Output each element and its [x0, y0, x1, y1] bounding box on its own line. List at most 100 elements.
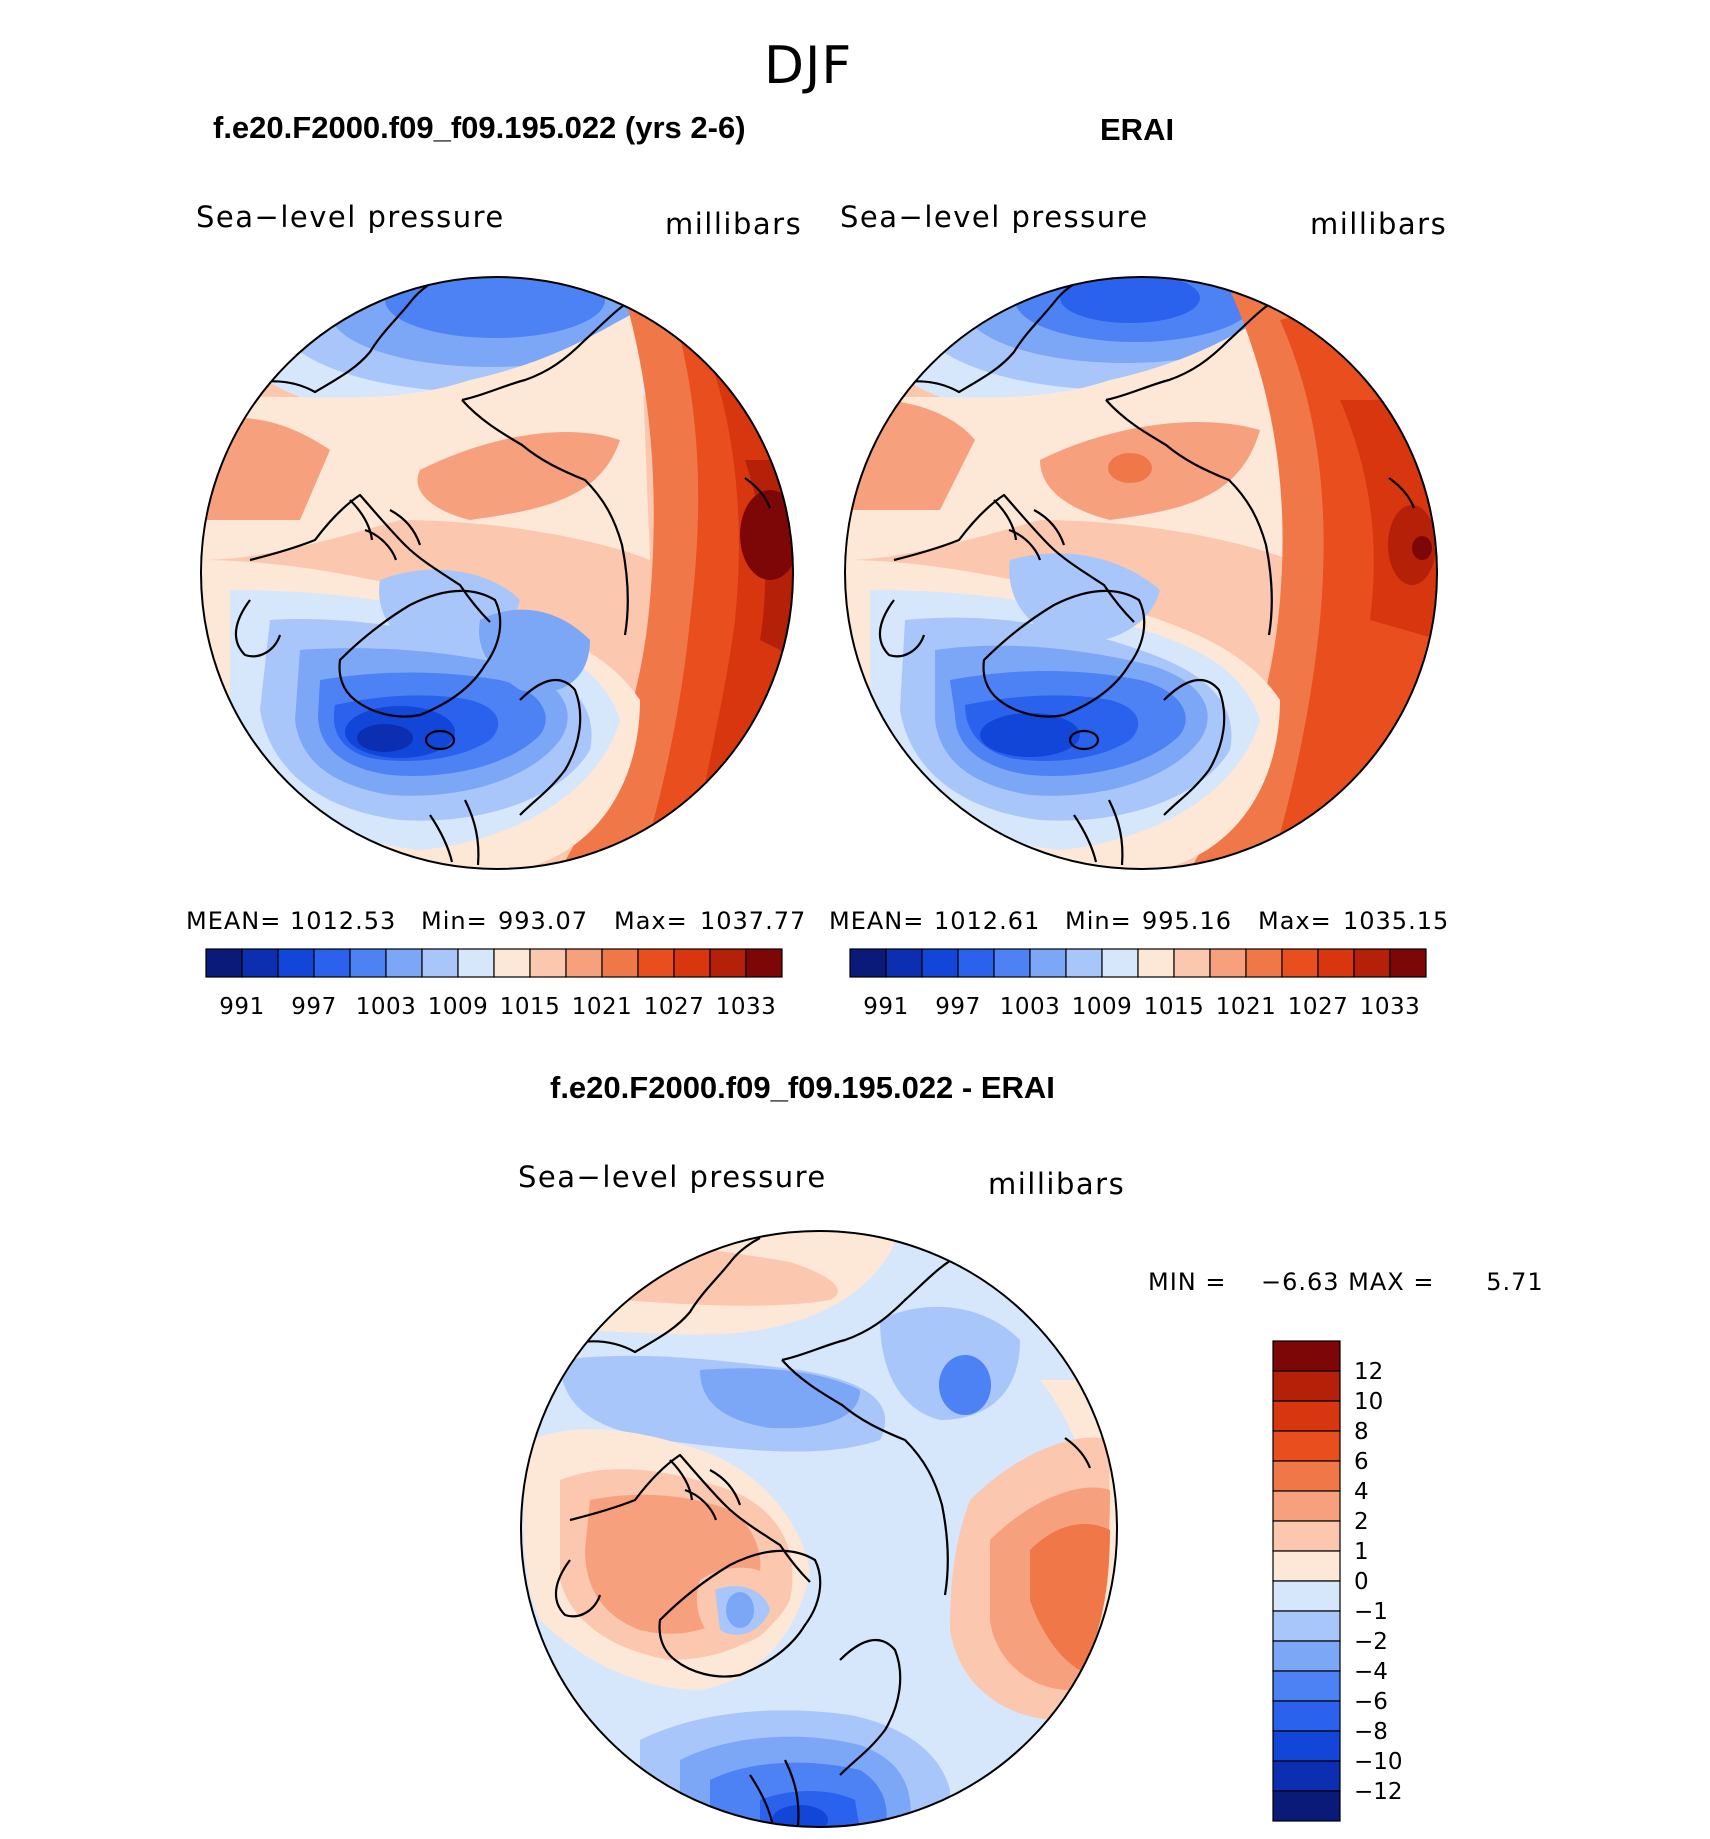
- obs-colorbar: 991 997 1003 1009 1015 1021 1027 1033: [849, 948, 1427, 1020]
- model-colorbar-box: [637, 948, 675, 978]
- model-colorbar-tick-label: 991: [219, 994, 264, 1020]
- model-colorbar-box: [349, 948, 387, 978]
- obs-colorbar-box: [1317, 948, 1355, 978]
- diff-colorbar-tick-label: 10: [1354, 1389, 1383, 1415]
- obs-colorbar-box: [1065, 948, 1103, 978]
- obs-colorbar-tick-label: 1009: [1072, 994, 1133, 1020]
- model-colorbar-box: [457, 948, 495, 978]
- model-map-outline: [200, 276, 794, 870]
- model-colorbar-box: [313, 948, 351, 978]
- diff-panel-heading: f.e20.F2000.f09_f09.195.022 - ERAI: [550, 1070, 1055, 1105]
- diff-colorbar-tick-label: 12: [1354, 1359, 1383, 1385]
- diff-colorbar-box: [1272, 1340, 1341, 1372]
- obs-max-value: 1035.15: [1343, 907, 1450, 935]
- diff-colorbar-box: [1272, 1460, 1341, 1492]
- obs-colorbar-box: [1281, 948, 1319, 978]
- obs-polar-map: [845, 277, 1437, 869]
- diff-colorbar-box: [1272, 1490, 1341, 1522]
- diff-polar-map: [521, 1231, 1117, 1827]
- model-colorbar-box: [493, 948, 531, 978]
- model-colorbar-tick-label: 997: [291, 994, 336, 1020]
- model-colorbar-box: [385, 948, 423, 978]
- model-colorbar: 991 997 1003 1009 1015 1021 1027 1033: [205, 948, 783, 1020]
- model-colorbar-box: [277, 948, 315, 978]
- obs-colorbar-tick-label: 1003: [1000, 994, 1061, 1020]
- obs-units-label: millibars: [1310, 207, 1448, 241]
- diff-colorbar-tick-label: −10: [1354, 1749, 1403, 1775]
- diff-min-max-stats: MIN = −6.63 MAX = 5.71: [1148, 1268, 1544, 1296]
- obs-map-outline: [844, 276, 1438, 870]
- obs-colorbar-tick-label: 991: [863, 994, 908, 1020]
- model-min-label: Min=: [421, 907, 488, 935]
- model-variable-label: Sea−level pressure: [196, 200, 505, 234]
- model-max-value: 1037.77: [700, 907, 807, 935]
- model-colorbar-tick-label: 1009: [428, 994, 489, 1020]
- model-polar-map: [201, 277, 793, 869]
- obs-colorbar-tick-label: 1027: [1288, 994, 1349, 1020]
- obs-colorbar-tick-label: 1015: [1144, 994, 1205, 1020]
- diff-colorbar-tick-label: −8: [1354, 1719, 1388, 1745]
- model-colorbar-tick-label: 1021: [572, 994, 633, 1020]
- obs-mean-label: MEAN=: [829, 907, 925, 935]
- diff-colorbar-tick-label: 6: [1354, 1449, 1369, 1475]
- obs-colorbar-box: [1245, 948, 1283, 978]
- obs-min-label: Min=: [1065, 907, 1132, 935]
- model-colorbar-box: [673, 948, 711, 978]
- diff-colorbar-box: [1272, 1700, 1341, 1732]
- diff-colorbar-tick-label: 1: [1354, 1539, 1369, 1565]
- obs-variable-label: Sea−level pressure: [840, 200, 1149, 234]
- model-colorbar-box: [709, 948, 747, 978]
- diff-colorbar-box: [1272, 1640, 1341, 1672]
- diff-colorbar-tick-label: −2: [1354, 1629, 1388, 1655]
- diff-colorbar-tick-label: −6: [1354, 1689, 1388, 1715]
- obs-colorbar-box: [1209, 948, 1247, 978]
- model-colorbar-tick-label: 1033: [716, 994, 777, 1020]
- obs-mean-value: 1012.61: [934, 907, 1041, 935]
- diff-variable-label: Sea−level pressure: [518, 1160, 827, 1194]
- model-mean-value: 1012.53: [290, 907, 397, 935]
- obs-colorbar-tick-label: 1021: [1216, 994, 1277, 1020]
- diff-colorbar-box: [1272, 1430, 1341, 1462]
- diff-colorbar-box: [1272, 1760, 1341, 1792]
- diff-colorbar-box: [1272, 1550, 1341, 1582]
- page-title: DJF: [764, 36, 853, 96]
- diff-colorbar-tick-label: 2: [1354, 1509, 1369, 1535]
- diff-colorbar-box: [1272, 1520, 1341, 1552]
- diff-colorbar-tick-label: −4: [1354, 1659, 1388, 1685]
- obs-panel-heading: ERAI: [1100, 112, 1175, 147]
- obs-colorbar-box: [1101, 948, 1139, 978]
- obs-colorbar-box: [993, 948, 1031, 978]
- model-colorbar-box: [421, 948, 459, 978]
- diff-colorbar-tick-label: 8: [1354, 1419, 1369, 1445]
- model-colorbar-box: [529, 948, 567, 978]
- obs-colorbar-box: [1173, 948, 1211, 978]
- diff-colorbar-tick-label: 0: [1354, 1569, 1369, 1595]
- diff-map-outline: [520, 1230, 1118, 1828]
- model-colorbar-box: [205, 948, 243, 978]
- obs-min-value: 995.16: [1142, 907, 1232, 935]
- model-min-value: 993.07: [498, 907, 588, 935]
- model-mean-label: MEAN=: [186, 907, 282, 935]
- obs-colorbar-box: [885, 948, 923, 978]
- model-colorbar-tick-label: 1027: [644, 994, 705, 1020]
- diff-colorbar-tick-label: 4: [1354, 1479, 1369, 1505]
- obs-colorbar-tick-label: 1033: [1360, 994, 1421, 1020]
- obs-colorbar-box: [921, 948, 959, 978]
- model-colorbar-tick-label: 1003: [356, 994, 417, 1020]
- obs-colorbar-box: [1353, 948, 1391, 978]
- obs-colorbar-box: [1389, 948, 1427, 978]
- model-colorbar-tick-label: 1015: [500, 994, 561, 1020]
- diff-colorbar-box: [1272, 1580, 1341, 1612]
- model-units-label: millibars: [665, 207, 803, 241]
- model-colorbar-box: [241, 948, 279, 978]
- diff-units-label: millibars: [988, 1167, 1126, 1201]
- model-colorbar-box: [565, 948, 603, 978]
- model-colorbar-box: [601, 948, 639, 978]
- obs-colorbar-box: [1137, 948, 1175, 978]
- model-colorbar-box: [745, 948, 783, 978]
- obs-colorbar-box: [1029, 948, 1067, 978]
- diff-colorbar-tick-label: −12: [1354, 1779, 1403, 1805]
- diff-colorbar-box: [1272, 1370, 1341, 1402]
